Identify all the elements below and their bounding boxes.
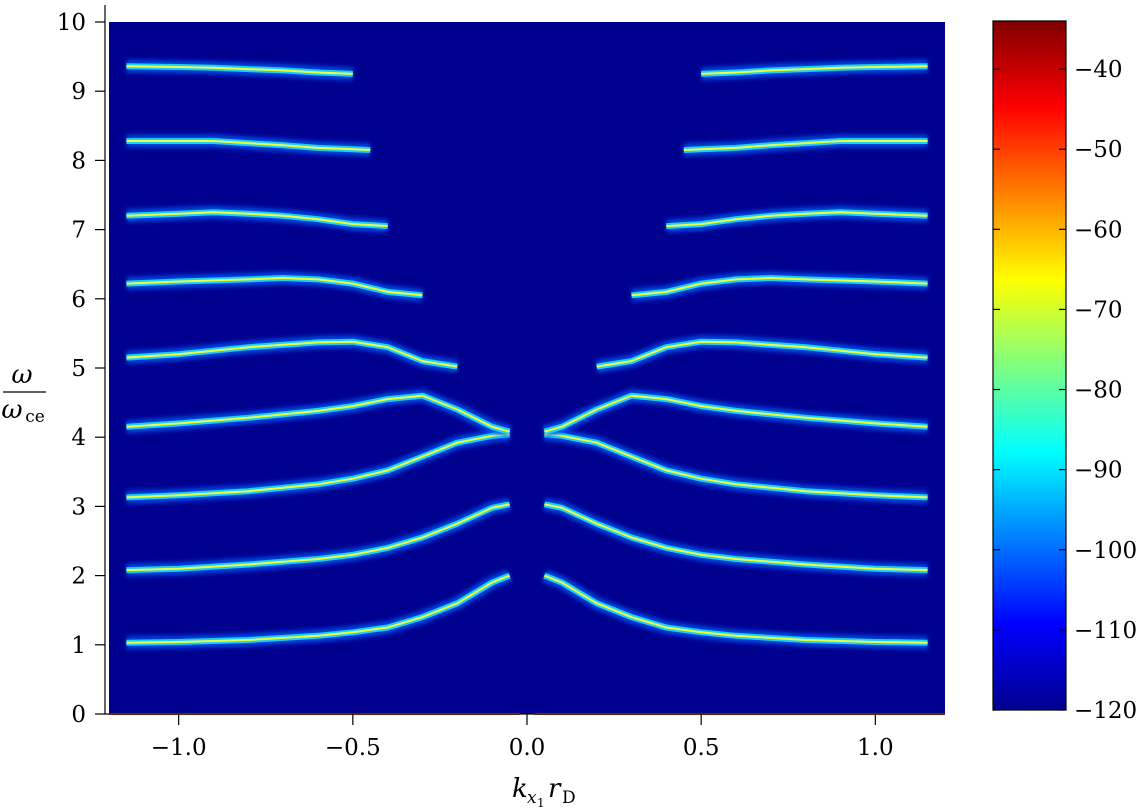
branch-core <box>126 277 423 297</box>
branch-core <box>544 394 928 433</box>
branch-core <box>683 140 928 151</box>
colorbar-tick-label: −40 <box>1074 57 1123 83</box>
y-tick-label: 1 <box>71 633 86 659</box>
branch-core <box>126 140 371 151</box>
y-label-numerator: ω <box>11 360 32 390</box>
branch-core <box>544 433 928 499</box>
x-label-sub-D: D <box>562 788 576 808</box>
branch-core <box>631 277 928 297</box>
x-tick-label: −1.0 <box>151 735 207 761</box>
y-tick-label: 10 <box>57 10 86 36</box>
branch-core <box>666 211 928 228</box>
y-tick-label: 5 <box>71 356 86 382</box>
y-label-denominator-sub: ce <box>25 407 45 427</box>
colorbar: −40 −50 −60 −70 −80 −90 −100 −110 −120 <box>992 20 1137 724</box>
x-label-sub-x: x <box>527 788 537 808</box>
branch-core <box>126 340 458 368</box>
colorbar-tick-label: −100 <box>1074 538 1137 564</box>
y-tick-label: 4 <box>71 425 86 451</box>
branch-core <box>701 65 928 75</box>
y-tick-label: 6 <box>71 287 86 313</box>
y-tick-label: 0 <box>71 702 86 728</box>
branch-core <box>126 574 510 644</box>
x-label-k: k <box>512 774 528 804</box>
colorbar-tick-label: −70 <box>1074 297 1123 323</box>
y-tick-label: 7 <box>71 218 86 244</box>
colorbar-tick-label: −80 <box>1074 378 1123 404</box>
colorbar-ticks: −40 −50 −60 −70 −80 −90 −100 −110 −120 <box>993 57 1137 724</box>
x-label-subsub-1: 1 <box>537 796 545 809</box>
branch-core <box>544 503 928 572</box>
branch-core <box>596 340 928 368</box>
branch-core <box>544 574 928 644</box>
x-tick-label: 1.0 <box>857 735 894 761</box>
branch-core <box>126 65 353 75</box>
branch-core <box>126 211 388 228</box>
x-tick-label: 0.5 <box>683 735 720 761</box>
branch-core <box>126 503 510 572</box>
x-tick-label: 0.0 <box>509 735 546 761</box>
y-axis-ticks: 0 1 2 3 4 5 6 7 8 9 10 <box>57 10 105 728</box>
y-tick-label: 9 <box>71 79 86 105</box>
branch-core <box>126 394 510 433</box>
colorbar-tick-label: −90 <box>1074 458 1123 484</box>
y-tick-label: 2 <box>71 564 86 590</box>
x-tick-label: −0.5 <box>325 735 381 761</box>
colorbar-tick-label: −110 <box>1074 618 1137 644</box>
x-label-r: r <box>548 774 562 804</box>
colorbar-tick-label: −50 <box>1074 137 1123 163</box>
colorbar-tick-label: −120 <box>1074 698 1137 724</box>
y-label-denominator: ω <box>1 395 22 425</box>
colorbar-tick-label: −60 <box>1074 217 1123 243</box>
y-axis-label: ω ω ce <box>1 360 46 427</box>
y-tick-label: 3 <box>71 494 86 520</box>
x-axis-ticks: −1.0 −0.5 0.0 0.5 1.0 <box>151 714 894 761</box>
dispersion-branches <box>109 59 945 716</box>
x-axis-label: k x 1 r D <box>512 774 576 809</box>
branch-core <box>126 433 510 499</box>
y-tick-label: 8 <box>71 148 86 174</box>
colorbar-border <box>992 20 1067 711</box>
colorbar-gradient <box>993 21 1066 710</box>
plot-background <box>109 22 945 714</box>
